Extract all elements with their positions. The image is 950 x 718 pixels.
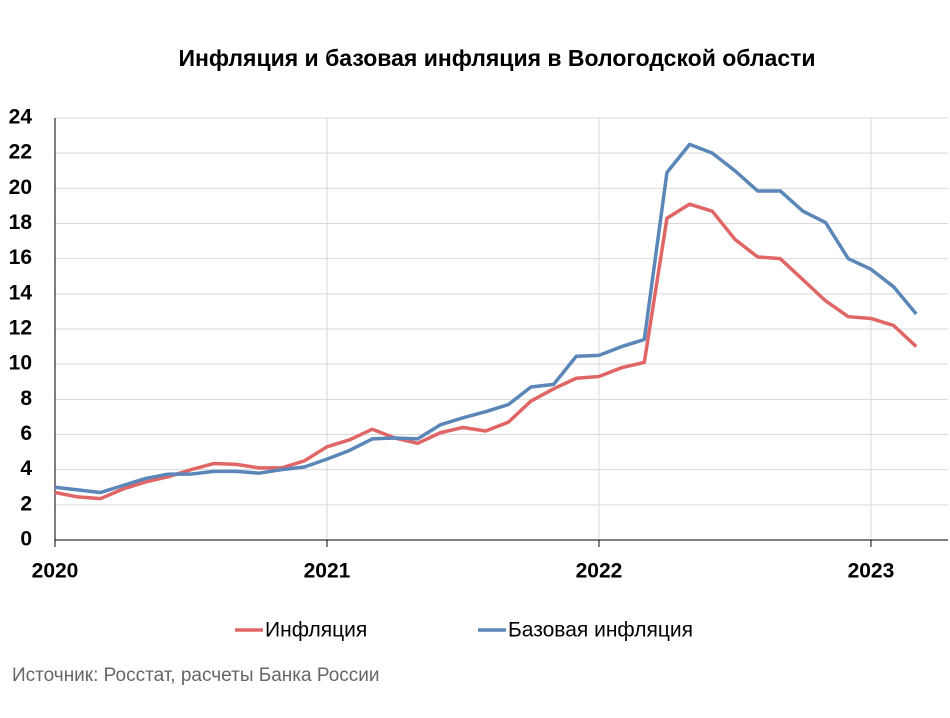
- y-tick-label: 20: [9, 176, 32, 199]
- y-tick-label: 4: [20, 457, 32, 480]
- x-tick-label: 2023: [848, 560, 895, 583]
- y-tick-label: 12: [9, 317, 32, 340]
- y-tick-label: 18: [9, 211, 33, 234]
- y-tick-label: 10: [9, 352, 32, 375]
- y-tick-label: 8: [20, 387, 32, 410]
- series-line: [54, 142, 918, 495]
- x-tick-label: 2020: [32, 560, 79, 583]
- chart-title: Инфляция и базовая инфляция в Вологодско…: [178, 45, 815, 71]
- x-tick-label: 2022: [576, 560, 623, 583]
- legend-label: Инфляция: [265, 619, 367, 642]
- y-tick-label: 0: [20, 528, 32, 551]
- series-line: [54, 202, 918, 501]
- y-tick-label: 6: [20, 422, 32, 445]
- y-tick-label: 14: [9, 281, 33, 304]
- y-tick-label: 16: [9, 246, 32, 269]
- legend-label: Базовая инфляция: [508, 619, 693, 642]
- source: Источник: Росстат, расчеты Банка России: [12, 665, 380, 686]
- y-tick-label: 22: [9, 141, 32, 164]
- y-tick-label: 2: [20, 492, 32, 515]
- y-tick-label: 24: [9, 106, 33, 129]
- x-tick-label: 2021: [304, 560, 351, 583]
